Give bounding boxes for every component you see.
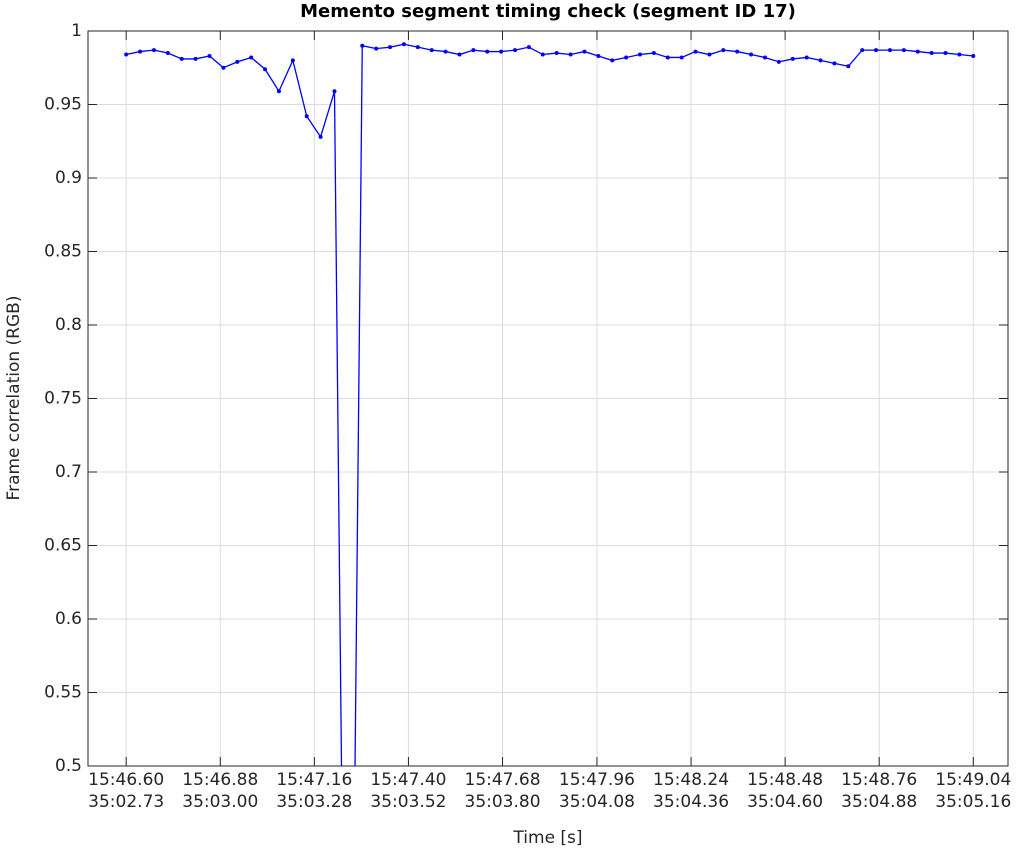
data-point [846, 64, 851, 69]
data-point [707, 52, 712, 57]
data-point [124, 52, 129, 57]
y-tick-label: 0.6 [55, 609, 82, 629]
x-tick-label: 15:48.48 [747, 770, 823, 790]
data-point [249, 55, 254, 60]
data-point [665, 55, 670, 60]
x-tick-label: 35:03.00 [182, 792, 258, 812]
x-tick-label: 15:47.40 [370, 770, 446, 790]
data-point [193, 56, 198, 61]
data-point [957, 52, 962, 57]
x-tick-label: 35:02.73 [88, 792, 164, 812]
data-point [276, 89, 281, 94]
x-tick-label: 35:04.88 [841, 792, 917, 812]
data-point [513, 48, 518, 53]
data-point [401, 42, 406, 47]
y-tick-label: 0.7 [55, 462, 82, 482]
x-tick-label: 35:03.28 [276, 792, 352, 812]
data-point [443, 49, 448, 54]
data-point [207, 53, 212, 58]
data-point [915, 49, 920, 54]
data-point [887, 48, 892, 53]
data-point [610, 58, 615, 63]
x-tick-label: 15:47.96 [559, 770, 635, 790]
y-tick-label: 0.85 [44, 242, 82, 262]
data-point [221, 65, 226, 70]
x-tick-label: 35:03.52 [370, 792, 446, 812]
data-point [318, 134, 323, 139]
data-point [901, 48, 906, 53]
chart-title: Memento segment timing check (segment ID… [300, 1, 796, 22]
data-point [638, 52, 642, 57]
data-point [485, 49, 490, 54]
data-point [832, 61, 837, 66]
data-point [304, 114, 309, 119]
data-point [138, 49, 143, 54]
data-point [693, 49, 698, 54]
data-point [263, 67, 268, 72]
data-point [499, 49, 504, 54]
data-point [874, 48, 879, 53]
data-point [860, 48, 865, 53]
x-tick-label: 15:46.60 [88, 770, 164, 790]
y-tick-label: 0.9 [55, 168, 82, 188]
data-point [165, 51, 170, 56]
data-point [651, 51, 656, 56]
x-axis-label: Time [s] [512, 828, 582, 848]
y-tick-label: 1 [71, 21, 82, 41]
x-tick-label: 35:03.80 [465, 792, 541, 812]
data-point [596, 53, 601, 58]
y-axis-label: Frame correlation (RGB) [4, 296, 24, 501]
data-point [457, 52, 462, 57]
data-point [151, 48, 156, 53]
data-point [179, 56, 184, 61]
y-tick-label: 0.5 [55, 756, 82, 776]
y-tick-label: 0.8 [55, 315, 82, 335]
x-tick-label: 35:04.36 [653, 792, 729, 812]
data-point [388, 45, 393, 50]
y-tick-label: 0.95 [44, 95, 82, 115]
data-point [332, 89, 337, 94]
x-tick-label: 15:49.04 [935, 770, 1011, 790]
data-point [929, 51, 934, 56]
data-point [679, 55, 684, 60]
data-point [790, 56, 795, 61]
data-point [776, 59, 781, 64]
y-tick-label: 0.55 [44, 683, 82, 703]
x-tick-label: 15:47.16 [276, 770, 352, 790]
data-point [471, 48, 476, 53]
data-point [735, 49, 740, 54]
data-point [624, 55, 629, 60]
x-tick-label: 35:04.08 [559, 792, 635, 812]
x-tick-label: 15:48.24 [653, 770, 729, 790]
data-point [568, 52, 573, 57]
data-point [360, 43, 365, 48]
data-line [126, 43, 974, 766]
data-point [582, 49, 587, 54]
data-point [290, 58, 295, 63]
y-tick-label: 0.65 [44, 536, 82, 556]
data-point [554, 51, 559, 56]
data-point [818, 58, 823, 63]
x-tick-label: 35:04.60 [747, 792, 823, 812]
x-tick-label: 35:05.16 [935, 792, 1011, 812]
data-point [235, 59, 240, 64]
data [124, 42, 976, 766]
x-tick-label: 15:46.88 [182, 770, 258, 790]
data-point [415, 45, 420, 50]
y-tick-label: 0.75 [44, 389, 82, 409]
data-point [749, 52, 754, 57]
x-tick-label: 15:48.76 [841, 770, 917, 790]
data-point [804, 55, 809, 60]
data-point [374, 46, 379, 51]
data-point [540, 52, 545, 57]
data-point [971, 53, 976, 58]
data-point [721, 48, 726, 53]
data-point [429, 48, 434, 53]
data-point [762, 55, 767, 60]
x-tick-label: 15:47.68 [465, 770, 541, 790]
data-point [943, 51, 948, 56]
data-point [526, 45, 531, 50]
